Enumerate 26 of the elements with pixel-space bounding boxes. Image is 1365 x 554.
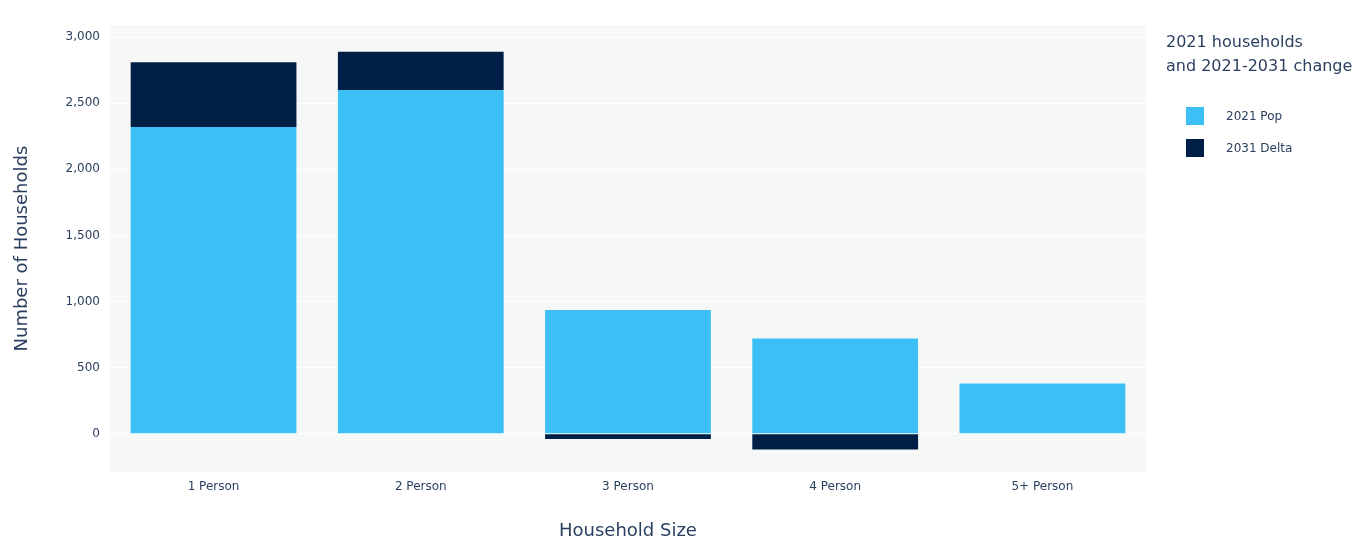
legend-label: 2031 Delta <box>1226 141 1293 155</box>
x-tick-label: 5+ Person <box>1011 479 1074 494</box>
bar <box>337 89 504 434</box>
y-tick-label: 3,000 <box>65 29 100 44</box>
bar <box>752 338 919 434</box>
bar <box>337 51 504 90</box>
y-tick-label: 2,500 <box>65 95 100 110</box>
x-tick-label: 1 Person <box>187 479 240 494</box>
y-tick-label: 1,500 <box>65 227 100 242</box>
y-axis-title: Number of Households <box>10 145 32 352</box>
bar <box>959 383 1126 434</box>
bar <box>130 62 297 127</box>
x-tick-label: 4 Person <box>809 479 862 494</box>
y-tick-label: 1,000 <box>65 293 100 308</box>
bar <box>130 126 297 434</box>
x-tick-label: 3 Person <box>602 479 654 494</box>
x-tick-label: 2 Person <box>394 479 447 494</box>
bar <box>545 310 711 434</box>
y-tick-label: 2,000 <box>65 161 100 176</box>
bar <box>545 434 711 439</box>
legend-title: 2021 households and 2021-2031 change <box>1166 31 1354 77</box>
legend-label: 2021 Pop <box>1226 109 1283 123</box>
y-tick-label: 500 <box>77 359 100 374</box>
y-tick-label: 0 <box>92 425 100 440</box>
x-axis-title: Household Size <box>559 518 697 540</box>
bar <box>752 434 919 450</box>
